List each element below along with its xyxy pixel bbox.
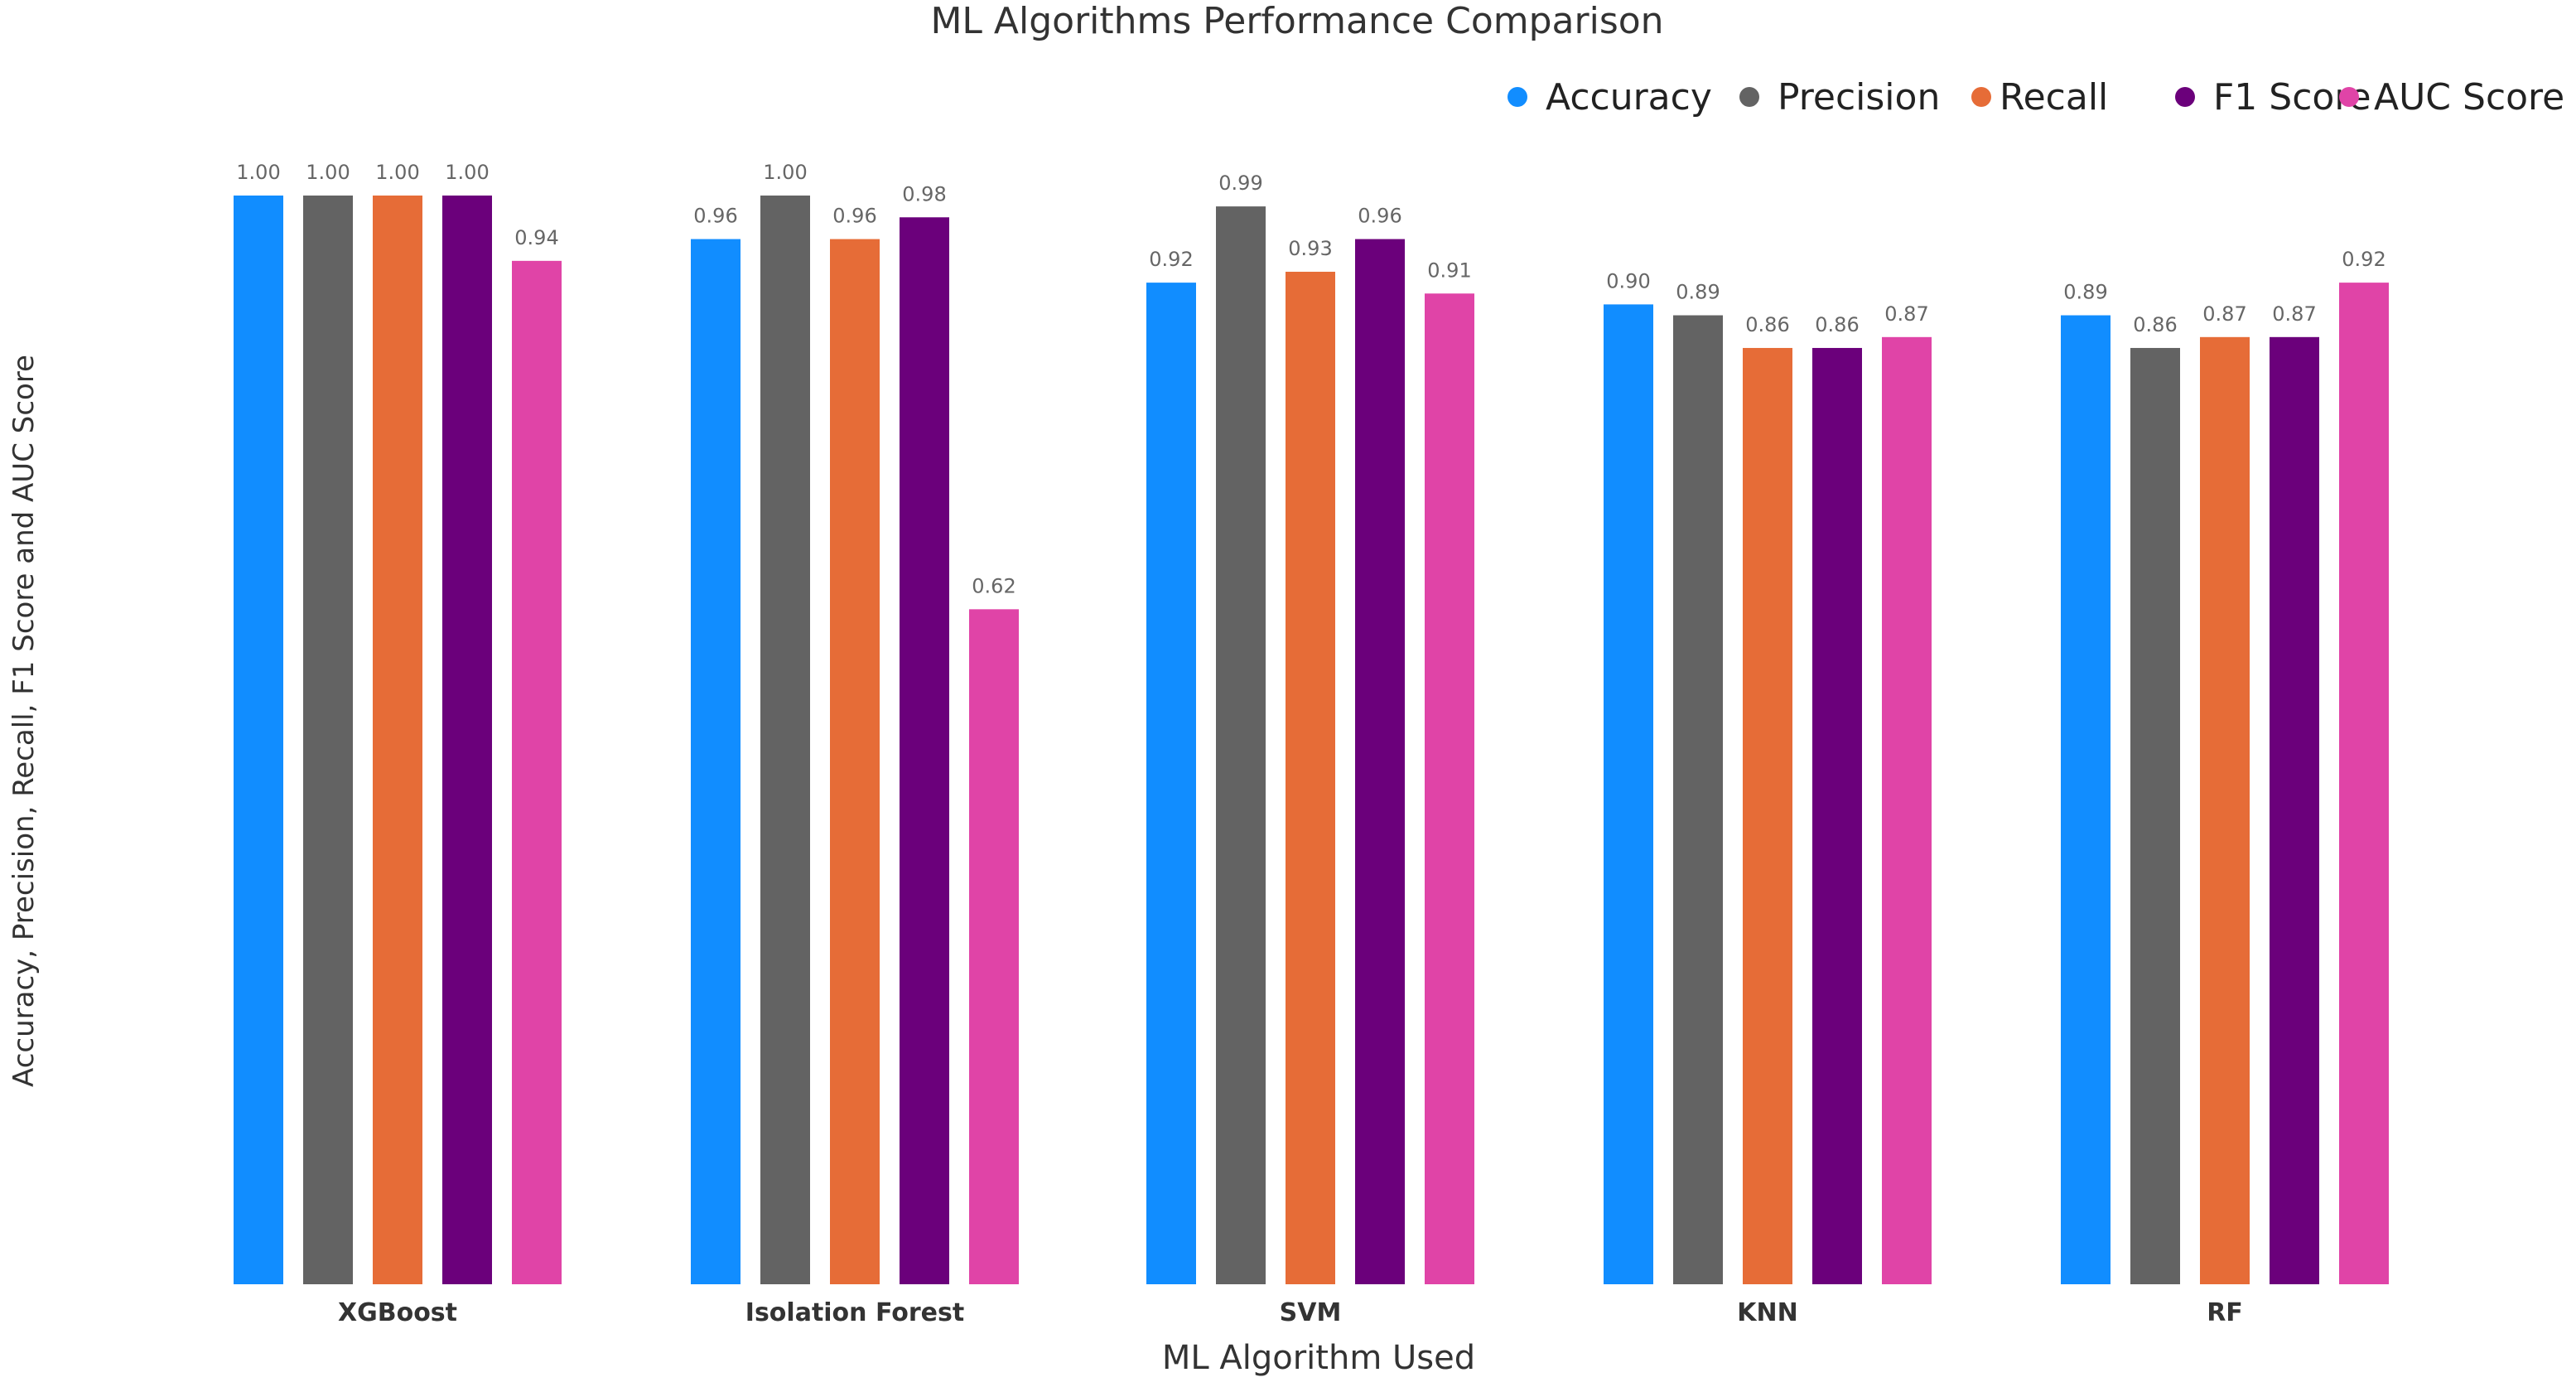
legend-label-accuracy: Accuracy xyxy=(1546,76,1712,118)
value-label-isolation-forest-recall: 0.96 xyxy=(832,205,876,228)
bar-knn-f1-score xyxy=(1812,347,1862,1285)
value-label-xgboost-accuracy: 1.00 xyxy=(236,161,280,184)
bar-isolation-forest-recall xyxy=(830,239,880,1284)
bar-isolation-forest-f1-score xyxy=(900,217,949,1284)
category-label-rf: RF xyxy=(2207,1298,2243,1327)
value-label-rf-accuracy: 0.89 xyxy=(2063,281,2107,304)
bar-rf-accuracy xyxy=(2061,315,2110,1284)
value-label-isolation-forest-precision: 1.00 xyxy=(763,161,807,184)
legend-marker-f1-score xyxy=(2175,87,2195,107)
legend-item-auc-score[interactable]: AUC Score xyxy=(2339,76,2564,118)
value-labels: 1.00 1.00 1.00 1.00 0.94 0.96 1.00 0.96 0.98 0.62… xyxy=(236,161,2385,597)
value-label-rf-precision: 0.86 xyxy=(2133,313,2177,336)
legend-label-recall: Recall xyxy=(2000,76,2108,118)
value-label-xgboost-precision: 1.00 xyxy=(306,161,350,184)
bar-isolation-forest-auc-score xyxy=(969,609,1019,1284)
bar-knn-auc-score xyxy=(1882,336,1932,1284)
category-label-isolation-forest: Isolation Forest xyxy=(745,1298,964,1327)
value-label-isolation-forest-accuracy: 0.96 xyxy=(693,205,737,228)
x-axis-label: ML Algorithm Used xyxy=(1162,1339,1475,1377)
bar-svm-accuracy xyxy=(1146,283,1196,1284)
bars xyxy=(234,196,2389,1285)
bar-isolation-forest-precision xyxy=(760,196,810,1284)
bar-xgboost-precision xyxy=(303,196,353,1284)
value-label-rf-f1-score: 0.87 xyxy=(2272,302,2316,326)
category-label-knn: KNN xyxy=(1737,1298,1797,1327)
bar-xgboost-auc-score xyxy=(512,260,562,1285)
legend-marker-precision xyxy=(1739,87,1759,107)
bar-rf-f1-score xyxy=(2270,336,2319,1284)
value-label-svm-f1-score: 0.96 xyxy=(1358,205,1401,228)
value-label-svm-auc-score: 0.91 xyxy=(1427,259,1471,282)
bar-isolation-forest-accuracy xyxy=(691,239,740,1284)
legend-item-precision[interactable]: Precision xyxy=(1739,76,1940,118)
bar-knn-precision xyxy=(1673,315,1723,1284)
value-label-knn-accuracy: 0.90 xyxy=(1606,269,1650,292)
bar-rf-recall xyxy=(2200,336,2250,1284)
bar-xgboost-f1-score xyxy=(442,196,492,1284)
value-label-xgboost-f1-score: 1.00 xyxy=(445,161,489,184)
bar-rf-auc-score xyxy=(2339,283,2389,1284)
chart-title: ML Algorithms Performance Comparison xyxy=(930,0,1663,42)
category-label-xgboost: XGBoost xyxy=(338,1298,457,1327)
value-label-xgboost-recall: 1.00 xyxy=(375,161,419,184)
value-label-isolation-forest-auc-score: 0.62 xyxy=(972,574,1015,597)
value-label-knn-f1-score: 0.86 xyxy=(1815,313,1859,336)
category-labels: XGBoost Isolation Forest SVM KNN RF xyxy=(338,1298,2243,1327)
legend-item-recall[interactable]: Recall xyxy=(1971,76,2108,118)
value-label-knn-precision: 0.89 xyxy=(1676,281,1720,304)
bar-knn-accuracy xyxy=(1604,304,1653,1284)
bar-svm-recall xyxy=(1286,271,1335,1285)
value-label-svm-precision: 0.99 xyxy=(1218,172,1262,195)
value-label-knn-auc-score: 0.87 xyxy=(1884,302,1928,326)
bar-svm-f1-score xyxy=(1355,239,1405,1284)
legend-marker-accuracy xyxy=(1507,87,1527,107)
legend-label-precision: Precision xyxy=(1778,76,1940,118)
legend-item-accuracy[interactable]: Accuracy xyxy=(1507,76,1712,118)
value-label-svm-accuracy: 0.92 xyxy=(1149,248,1193,271)
value-label-rf-auc-score: 0.92 xyxy=(2342,248,2385,271)
value-label-rf-recall: 0.87 xyxy=(2202,302,2246,326)
bar-rf-precision xyxy=(2130,347,2180,1285)
y-axis-label: Accuracy, Precision, Recall, F1 Score an… xyxy=(7,355,41,1087)
value-label-svm-recall: 0.93 xyxy=(1288,237,1332,260)
legend-label-auc-score: AUC Score xyxy=(2374,76,2564,118)
bar-svm-precision xyxy=(1216,206,1266,1284)
bar-xgboost-accuracy xyxy=(234,196,283,1284)
legend-marker-recall xyxy=(1971,87,1991,107)
legend-marker-auc-score xyxy=(2339,87,2359,107)
bar-knn-recall xyxy=(1743,347,1792,1285)
value-label-xgboost-auc-score: 0.94 xyxy=(514,226,558,249)
value-label-knn-recall: 0.86 xyxy=(1745,313,1789,336)
bar-xgboost-recall xyxy=(373,196,422,1284)
bar-svm-auc-score xyxy=(1425,293,1474,1284)
value-label-isolation-forest-f1-score: 0.98 xyxy=(902,182,946,205)
plot-area: 1.00 1.00 1.00 1.00 0.94 0.96 1.00 0.96 0.98 0.62… xyxy=(234,161,2389,1327)
legend: Accuracy Precision Recall F1 Score AUC Score xyxy=(1507,76,2564,118)
category-label-svm: SVM xyxy=(1280,1298,1342,1327)
